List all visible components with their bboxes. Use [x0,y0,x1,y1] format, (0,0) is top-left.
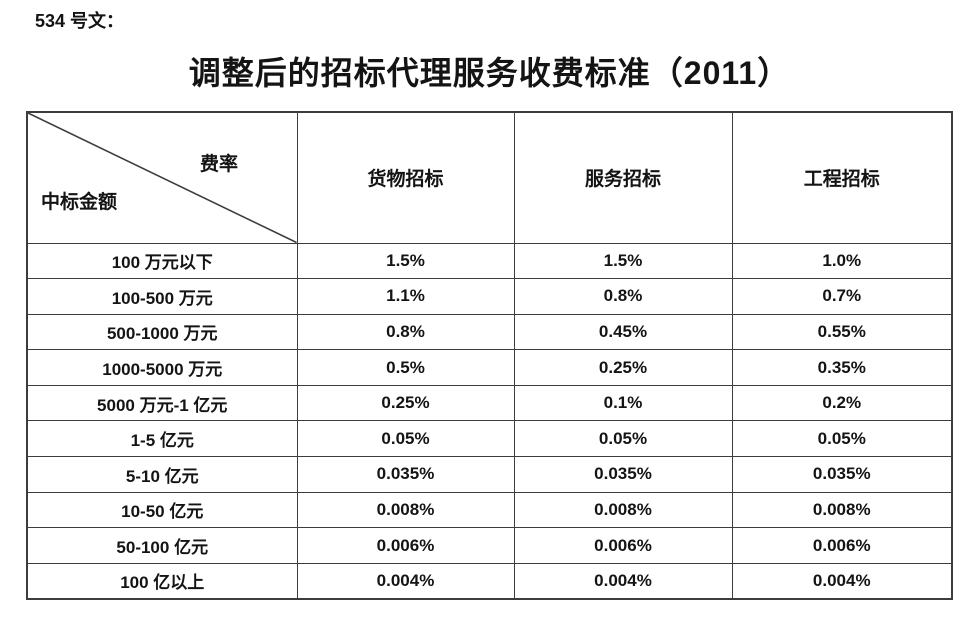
column-header-goods: 货物招标 [296,111,515,244]
engineering-rate-cell: 0.55% [731,313,953,351]
amount-cell: 50-100 亿元 [26,527,298,564]
goods-rate-cell: 0.035% [296,456,515,493]
service-rate-cell: 0.8% [513,278,733,315]
goods-rate-cell: 0.004% [296,562,515,600]
service-rate-cell: 0.45% [513,313,733,351]
table-row: 100 亿以上 0.004% 0.004% 0.004% [26,562,953,600]
goods-rate-cell: 1.1% [296,278,515,315]
service-rate-cell: 0.25% [513,349,733,386]
service-rate-cell: 0.008% [513,491,733,529]
service-rate-cell: 0.035% [513,456,733,493]
goods-rate-cell: 0.8% [296,313,515,351]
goods-rate-cell: 0.008% [296,491,515,529]
engineering-rate-cell: 0.006% [731,527,953,564]
amount-cell: 5000 万元-1 亿元 [26,384,298,422]
service-rate-cell: 1.5% [513,242,733,280]
goods-rate-cell: 0.05% [296,420,515,458]
table-row: 5-10 亿元 0.035% 0.035% 0.035% [26,456,953,493]
header-row: 费率 中标金额 货物招标 服务招标 工程招标 [26,111,953,244]
table-row: 10-50 亿元 0.008% 0.008% 0.008% [26,491,953,529]
amount-cell: 10-50 亿元 [26,491,298,529]
corner-header-cell: 费率 中标金额 [26,111,298,244]
service-rate-cell: 0.1% [513,384,733,422]
service-rate-cell: 0.004% [513,562,733,600]
table-row: 1000-5000 万元 0.5% 0.25% 0.35% [26,349,953,386]
amount-cell: 500-1000 万元 [26,313,298,351]
table-row: 100 万元以下 1.5% 1.5% 1.0% [26,242,953,280]
table-row: 100-500 万元 1.1% 0.8% 0.7% [26,278,953,315]
engineering-rate-cell: 1.0% [731,242,953,280]
engineering-rate-cell: 0.008% [731,491,953,529]
engineering-rate-cell: 0.035% [731,456,953,493]
engineering-rate-cell: 0.2% [731,384,953,422]
engineering-rate-cell: 0.05% [731,420,953,458]
column-header-service: 服务招标 [513,111,733,244]
diagonal-divider-line [28,113,297,243]
goods-rate-cell: 1.5% [296,242,515,280]
column-header-engineering: 工程招标 [731,111,953,244]
goods-rate-cell: 0.5% [296,349,515,386]
fee-table: 费率 中标金额 货物招标 服务招标 工程招标 100 万元以下 1.5% 1.5… [26,111,953,600]
table-row: 5000 万元-1 亿元 0.25% 0.1% 0.2% [26,384,953,422]
service-rate-cell: 0.006% [513,527,733,564]
service-rate-cell: 0.05% [513,420,733,458]
amount-cell: 5-10 亿元 [26,456,298,493]
engineering-rate-cell: 0.35% [731,349,953,386]
amount-cell: 100 亿以上 [26,562,298,600]
page-title: 调整后的招标代理服务收费标准（2011） [188,55,791,91]
engineering-rate-cell: 0.7% [731,278,953,315]
corner-label-rate: 费率 [200,154,239,175]
amount-cell: 1000-5000 万元 [26,349,298,386]
amount-cell: 100 万元以下 [26,242,298,280]
table-row: 50-100 亿元 0.006% 0.006% 0.006% [26,527,953,564]
table-row: 500-1000 万元 0.8% 0.45% 0.55% [26,313,953,351]
amount-cell: 100-500 万元 [26,278,298,315]
goods-rate-cell: 0.25% [296,384,515,422]
engineering-rate-cell: 0.004% [731,562,953,600]
doc-number-label: 534 号文： [35,11,125,31]
goods-rate-cell: 0.006% [296,527,515,564]
amount-cell: 1-5 亿元 [26,420,298,458]
fee-table-body: 100 万元以下 1.5% 1.5% 1.0% 100-500 万元 1.1% … [26,242,953,600]
table-row: 1-5 亿元 0.05% 0.05% 0.05% [26,420,953,458]
corner-label-amount: 中标金额 [41,192,118,213]
